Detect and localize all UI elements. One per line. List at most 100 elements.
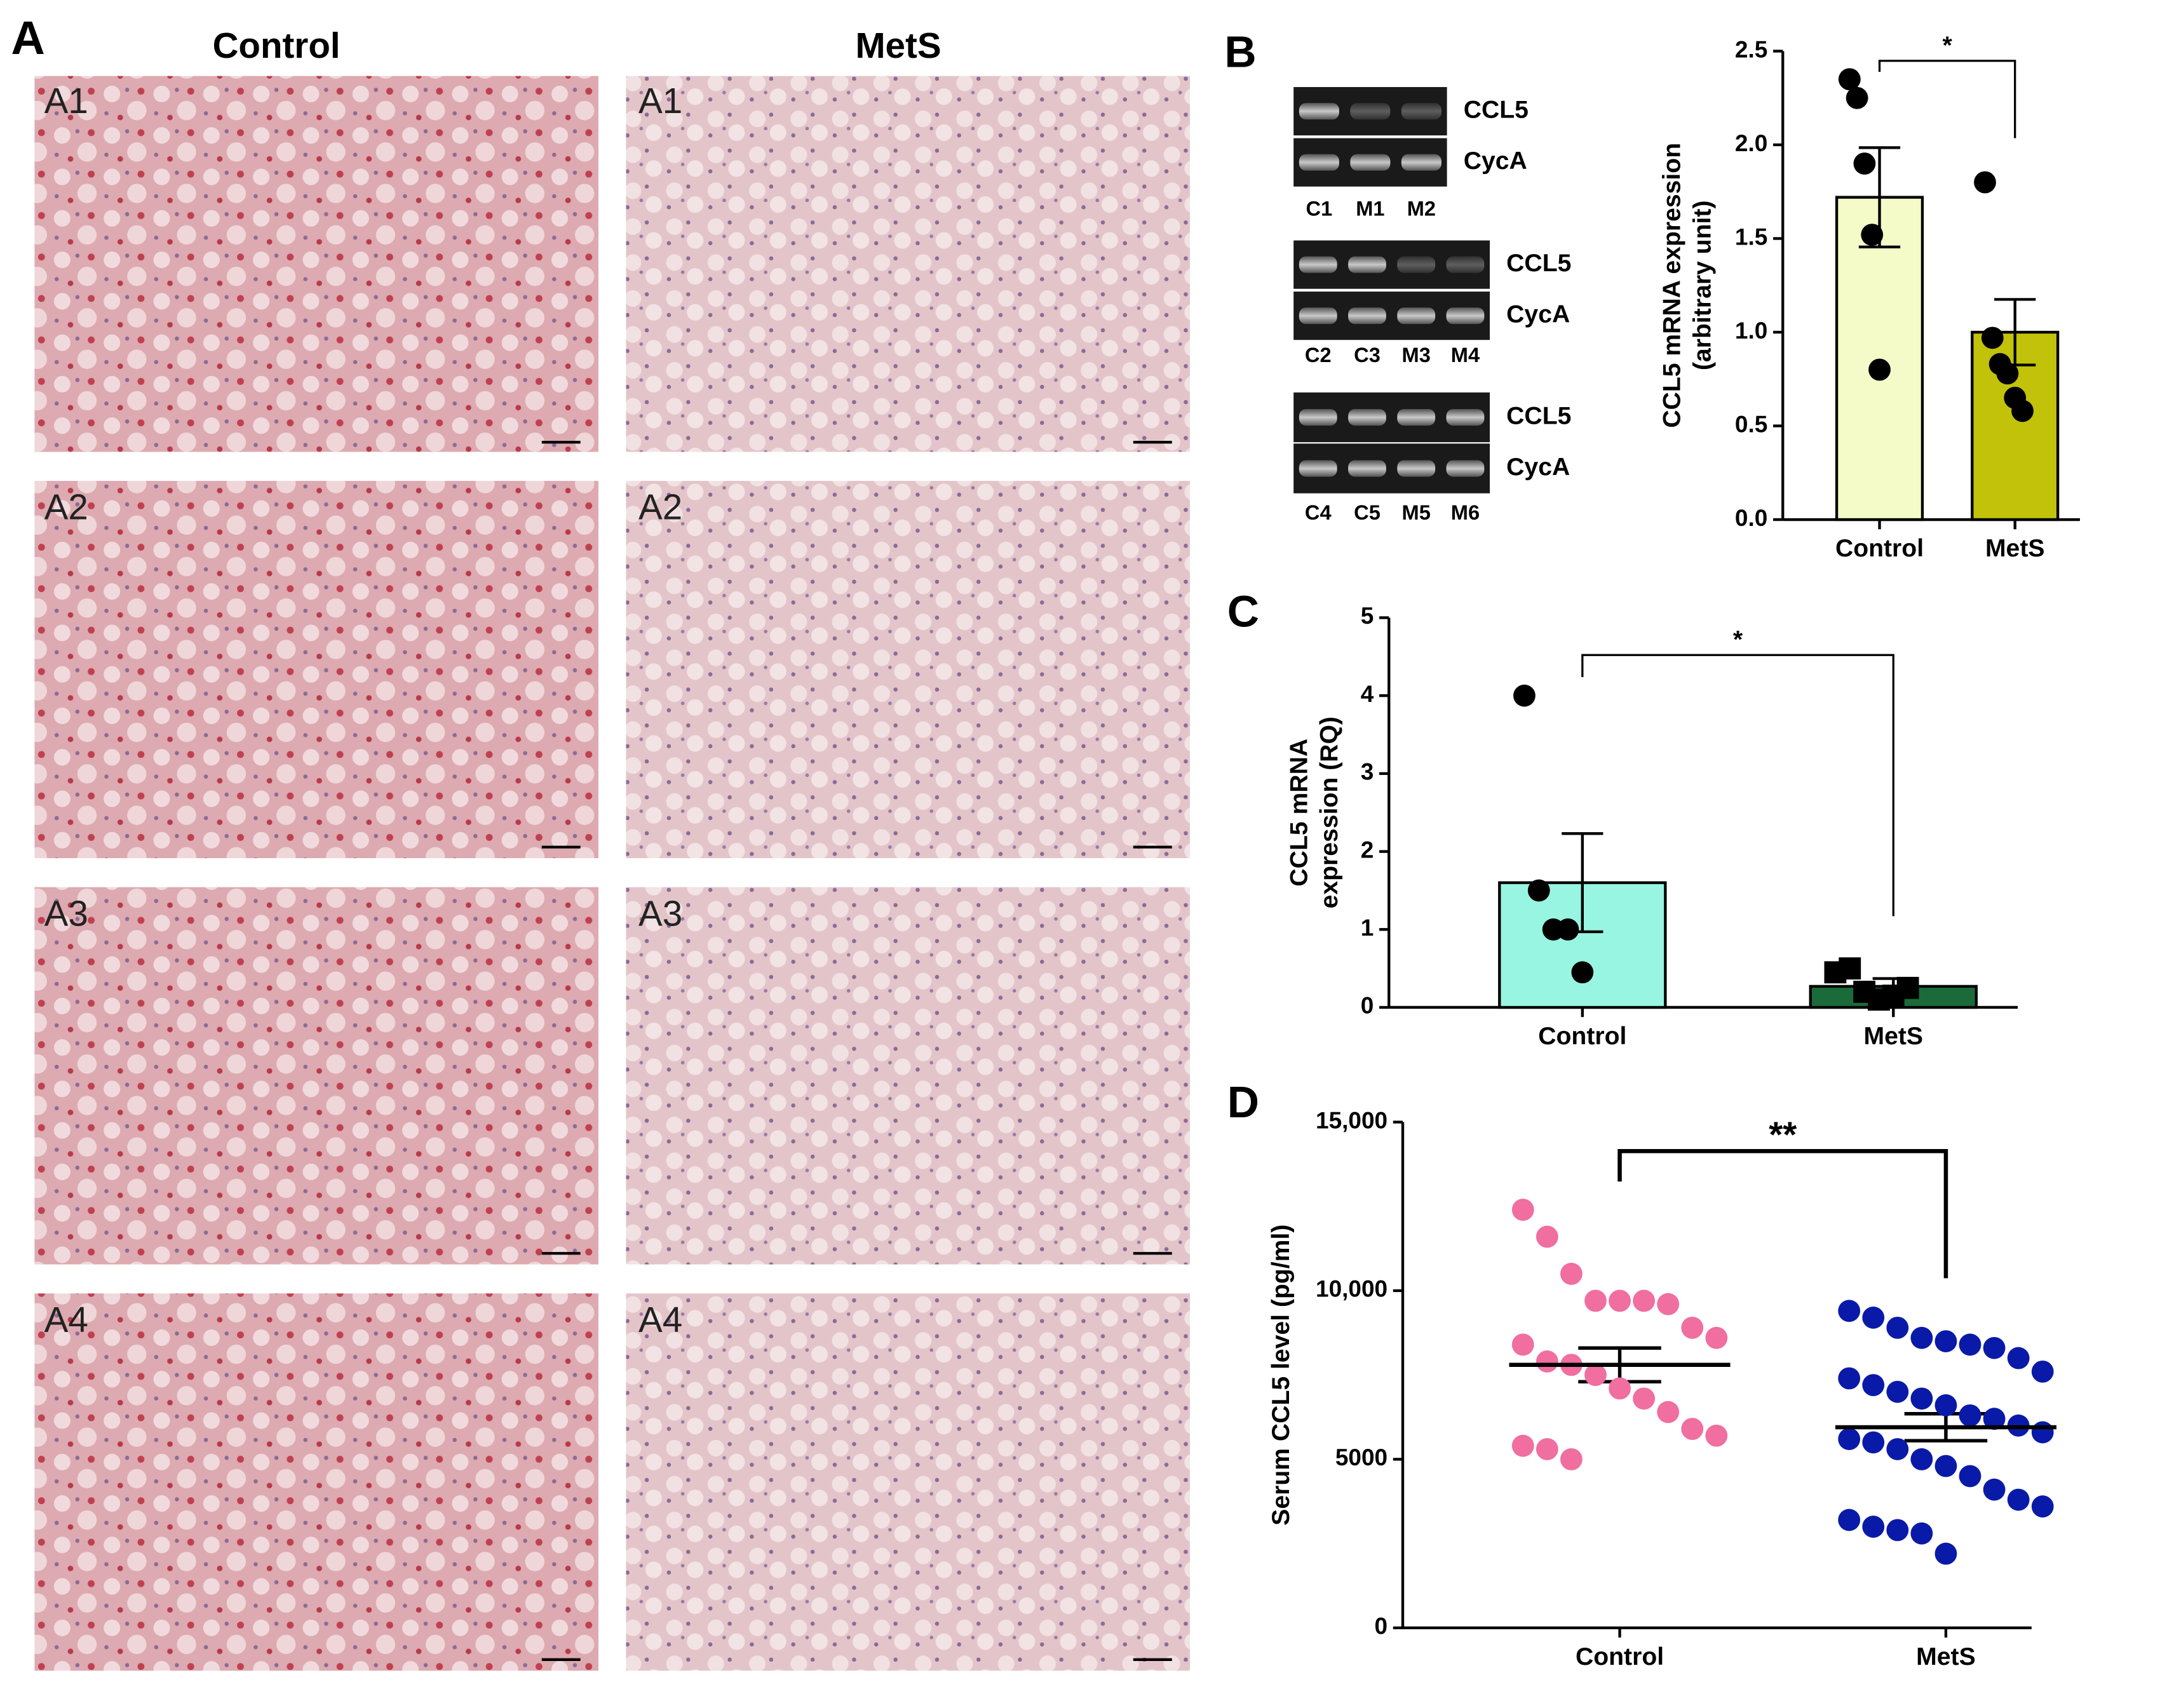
x-tick-label: MetS xyxy=(1864,1023,1924,1050)
significance-label: * xyxy=(1942,32,1952,59)
micrograph xyxy=(34,1293,598,1671)
band-label: CycA xyxy=(1506,300,1570,328)
data-point xyxy=(1681,1418,1704,1441)
data-point xyxy=(1846,86,1868,109)
lane-label: M2 xyxy=(1407,196,1436,220)
lane-label: M6 xyxy=(1451,501,1480,524)
data-point xyxy=(1571,961,1594,984)
data-point xyxy=(1896,976,1919,999)
gel-band xyxy=(1299,154,1339,171)
gel-band xyxy=(1299,460,1337,477)
gel-band xyxy=(1397,408,1436,426)
y-tick-label: 1 xyxy=(1361,915,1374,941)
data-point xyxy=(2031,1421,2054,1444)
data-point xyxy=(1513,684,1536,707)
data-point xyxy=(1934,1330,1957,1353)
y-axis-title: Serum CCL5 level (pg/ml) xyxy=(1267,1225,1295,1526)
gel-band xyxy=(1446,408,1485,426)
gel-band xyxy=(1299,256,1337,273)
lane-label: M4 xyxy=(1451,343,1480,366)
y-tick-label: 0 xyxy=(1361,993,1374,1019)
y-tick-label: 0 xyxy=(1375,1613,1388,1639)
histology-panels: A Control MetS A1 A1 A2 A2 A3 A3 A4 A4 xyxy=(11,11,1191,1671)
significance-label: ** xyxy=(1769,1114,1797,1154)
y-tick-label: 5 xyxy=(1361,603,1374,629)
data-point xyxy=(1996,362,2019,385)
data-point xyxy=(1981,326,2004,349)
y-tick-label: 10,000 xyxy=(1316,1276,1387,1302)
data-point xyxy=(1839,957,1861,980)
data-point xyxy=(1934,1542,1957,1565)
data-point xyxy=(1983,1336,2006,1359)
micrograph xyxy=(626,76,1191,452)
gel-band xyxy=(1446,307,1485,325)
panel-label: A3 xyxy=(44,893,88,933)
band-label: CCL5 xyxy=(1506,402,1571,429)
significance-label: * xyxy=(1733,626,1743,654)
panel-letter: A xyxy=(11,11,44,64)
data-point xyxy=(1910,1448,1933,1470)
y-tick-label: 2 xyxy=(1361,837,1374,863)
data-point xyxy=(1838,1367,1861,1390)
data-point xyxy=(1705,1326,1728,1349)
y-tick-label: 2.5 xyxy=(1735,36,1767,62)
data-point xyxy=(1934,1394,1957,1416)
data-point xyxy=(1511,1434,1534,1457)
lane-label: M5 xyxy=(1402,501,1431,524)
data-point xyxy=(1868,358,1891,381)
data-point xyxy=(1527,879,1550,902)
x-tick-label: Control xyxy=(1576,1643,1664,1671)
column-header: Control xyxy=(213,25,341,65)
gel-band xyxy=(1299,408,1337,426)
gel-band xyxy=(1350,154,1391,171)
data-point xyxy=(1536,1438,1558,1460)
micrograph xyxy=(626,481,1191,859)
chart: 0 5000 10,000 15,000 Serum CCL5 level (pg/ml… xyxy=(1267,1107,2056,1671)
micrograph xyxy=(626,1293,1191,1671)
y-tick-label: 4 xyxy=(1361,681,1374,707)
x-tick-label: MetS xyxy=(1985,535,2045,562)
band-label: CCL5 xyxy=(1506,250,1571,277)
data-point xyxy=(1609,1377,1631,1400)
y-axis-title: expression (RQ) xyxy=(1316,716,1343,908)
y-tick-label: 15,000 xyxy=(1316,1107,1387,1133)
data-point xyxy=(2007,1488,2030,1511)
gel-band xyxy=(1397,460,1436,477)
band-label: CycA xyxy=(1506,454,1570,481)
data-point xyxy=(1536,1225,1558,1248)
y-tick-label: 2.0 xyxy=(1735,130,1767,156)
micrograph xyxy=(34,481,598,859)
data-point xyxy=(1910,1387,1933,1410)
data-point xyxy=(1910,1522,1933,1545)
gel-band xyxy=(1299,103,1339,120)
data-point xyxy=(1862,1374,1885,1397)
data-point xyxy=(1886,1519,1909,1542)
gel-band xyxy=(1350,103,1391,120)
data-point xyxy=(1861,224,1884,246)
data-point xyxy=(2011,400,2034,422)
data-point xyxy=(1862,1516,1885,1538)
data-point xyxy=(1886,1316,1909,1339)
data-point xyxy=(1584,1289,1607,1312)
y-tick-label: 3 xyxy=(1361,759,1374,785)
gel-band xyxy=(1446,460,1485,477)
data-point xyxy=(1681,1316,1704,1339)
micrograph xyxy=(34,76,598,452)
data-point xyxy=(1705,1424,1728,1447)
data-point xyxy=(1862,1307,1885,1329)
panel-label: A4 xyxy=(44,1300,88,1340)
lane-label: M3 xyxy=(1402,343,1431,366)
panel-letter: B xyxy=(1224,27,1256,76)
data-point xyxy=(1633,1289,1656,1312)
data-point xyxy=(1959,1465,1981,1488)
gel-band xyxy=(1397,307,1436,325)
lane-label: M1 xyxy=(1356,196,1384,220)
data-point xyxy=(2031,1360,2054,1383)
data-point xyxy=(2031,1495,2054,1518)
data-point xyxy=(1959,1404,1981,1427)
data-point xyxy=(1838,1509,1861,1531)
data-point xyxy=(2007,1347,2030,1369)
micrograph xyxy=(626,887,1191,1265)
y-tick-label: 1.5 xyxy=(1735,224,1767,250)
